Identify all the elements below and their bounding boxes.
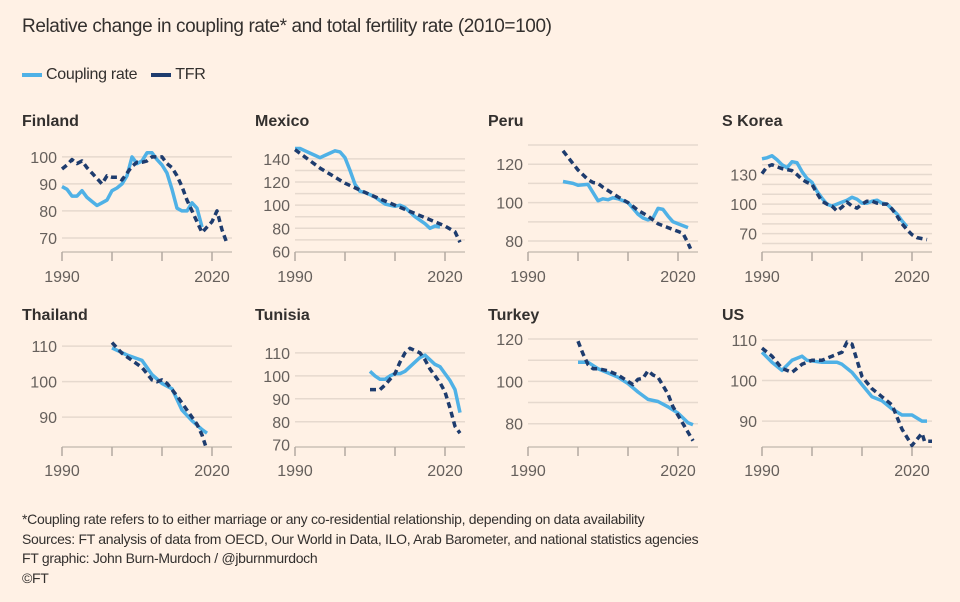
tfr-line — [760, 340, 932, 448]
sources: Sources: FT analysis of data from OECD, … — [22, 530, 699, 547]
tfr-line — [576, 340, 695, 442]
y-tick-label: 90 — [272, 392, 290, 409]
y-tick-label: 90 — [39, 177, 57, 194]
x-tick-label: 2020 — [894, 463, 930, 480]
x-tick-label: 2020 — [194, 463, 230, 480]
x-tick-label: 2020 — [660, 269, 696, 286]
y-tick-label: 70 — [272, 438, 290, 455]
y-tick-label: 90 — [739, 414, 757, 431]
x-tick-label: 1990 — [44, 463, 80, 480]
legend-swatch-coupling — [22, 73, 42, 77]
legend-label-tfr: TFR — [175, 66, 206, 83]
panel-peru: Peru 120 100 80 1990 2020 — [488, 113, 698, 286]
panel-us: US 110 100 90 1990 2020 — [722, 307, 932, 480]
panel-title: Tunisia — [255, 307, 310, 324]
footnote: *Coupling rate refers to to either marri… — [22, 511, 645, 527]
y-tick-label: 90 — [39, 410, 57, 427]
x-tick-label: 2020 — [427, 269, 463, 286]
y-tick-label: 110 — [264, 346, 290, 363]
x-tick-label: 1990 — [744, 463, 780, 480]
y-tick-label: 70 — [739, 227, 757, 244]
y-tick-label: 100 — [30, 375, 57, 392]
tfr-line — [110, 341, 208, 447]
y-tick-label: 110 — [31, 339, 57, 356]
y-tick-label: 120 — [496, 157, 523, 174]
panel-title: Turkey — [488, 307, 539, 324]
y-tick-label: 100 — [730, 374, 757, 391]
panel-finland: Finland 100 90 80 70 1990 2020 — [22, 113, 232, 286]
panel-s-korea: S Korea 130 100 70 1990 2020 — [722, 113, 932, 286]
panel-turkey: Turkey 120 100 80 1990 2020 — [488, 307, 698, 480]
x-tick-label: 1990 — [44, 269, 80, 286]
legend-item-tfr: TFR — [151, 66, 206, 84]
y-tick-label: 60 — [272, 244, 290, 261]
legend-label-coupling: Coupling rate — [46, 66, 138, 83]
panel-thailand: Thailand 110 100 90 1990 2020 — [22, 307, 232, 480]
legend-item-coupling: Coupling rate — [22, 66, 138, 84]
panel-title: Thailand — [22, 307, 88, 324]
y-tick-label: 70 — [39, 231, 57, 248]
x-tick-label: 1990 — [277, 463, 313, 480]
tfr-line — [760, 162, 928, 242]
y-tick-label: 100 — [30, 150, 57, 167]
y-tick-label: 130 — [730, 168, 757, 185]
coupling-rate-line — [368, 353, 462, 413]
tfr-line — [60, 155, 229, 245]
y-tick-label: 80 — [272, 221, 290, 238]
y-tick-label: 100 — [263, 369, 290, 386]
coupling-rate-line — [111, 346, 209, 435]
y-tick-label: 80 — [39, 204, 57, 221]
coupling-rate-line — [760, 350, 927, 423]
x-tick-label: 1990 — [744, 269, 780, 286]
y-tick-label: 100 — [730, 197, 757, 214]
panel-title: Mexico — [255, 113, 309, 130]
legend: Coupling rate TFR — [22, 66, 213, 84]
x-tick-label: 2020 — [894, 269, 930, 286]
y-tick-label: 80 — [505, 234, 523, 251]
panel-title: Peru — [488, 113, 524, 130]
copyright: ©FT — [22, 569, 49, 586]
chart-title: Relative change in coupling rate* and to… — [22, 16, 552, 37]
panel-title: S Korea — [722, 113, 783, 130]
x-tick-label: 1990 — [510, 463, 546, 480]
y-tick-label: 80 — [272, 415, 290, 432]
panel-tunisia: Tunisia 110 100 90 80 70 1990 2020 — [255, 307, 465, 480]
y-tick-label: 110 — [731, 333, 757, 350]
legend-swatch-tfr — [151, 73, 172, 77]
tfr-line — [370, 346, 462, 435]
y-tick-label: 140 — [263, 152, 290, 169]
panel-title: Finland — [22, 113, 79, 130]
y-tick-label: 100 — [496, 196, 523, 213]
coupling-rate-line — [61, 151, 204, 228]
y-tick-label: 80 — [505, 417, 523, 434]
x-tick-label: 2020 — [427, 463, 463, 480]
x-tick-label: 2020 — [660, 463, 696, 480]
panel-mexico: Mexico 140 120 100 80 60 1990 2020 — [255, 113, 465, 286]
coupling-rate-line — [562, 179, 689, 230]
tfr-line — [293, 148, 462, 243]
tfr-line — [561, 149, 693, 250]
x-tick-label: 1990 — [277, 269, 313, 286]
credit: FT graphic: John Burn-Murdoch / @jburnmu… — [22, 550, 318, 566]
y-tick-label: 100 — [496, 374, 523, 391]
panel-title: US — [722, 307, 745, 324]
footer: *Coupling rate refers to to either marri… — [22, 510, 699, 588]
y-tick-label: 100 — [263, 198, 290, 215]
x-tick-label: 2020 — [194, 269, 230, 286]
coupling-rate-line — [578, 360, 694, 427]
x-tick-label: 1990 — [510, 269, 546, 286]
y-tick-label: 120 — [263, 175, 290, 192]
coupling-rate-line — [761, 154, 909, 228]
y-tick-label: 120 — [496, 332, 523, 349]
small-multiples-chart: Finland 100 90 80 70 1990 2020 Mexico 140 120 100 8… — [22, 113, 932, 480]
